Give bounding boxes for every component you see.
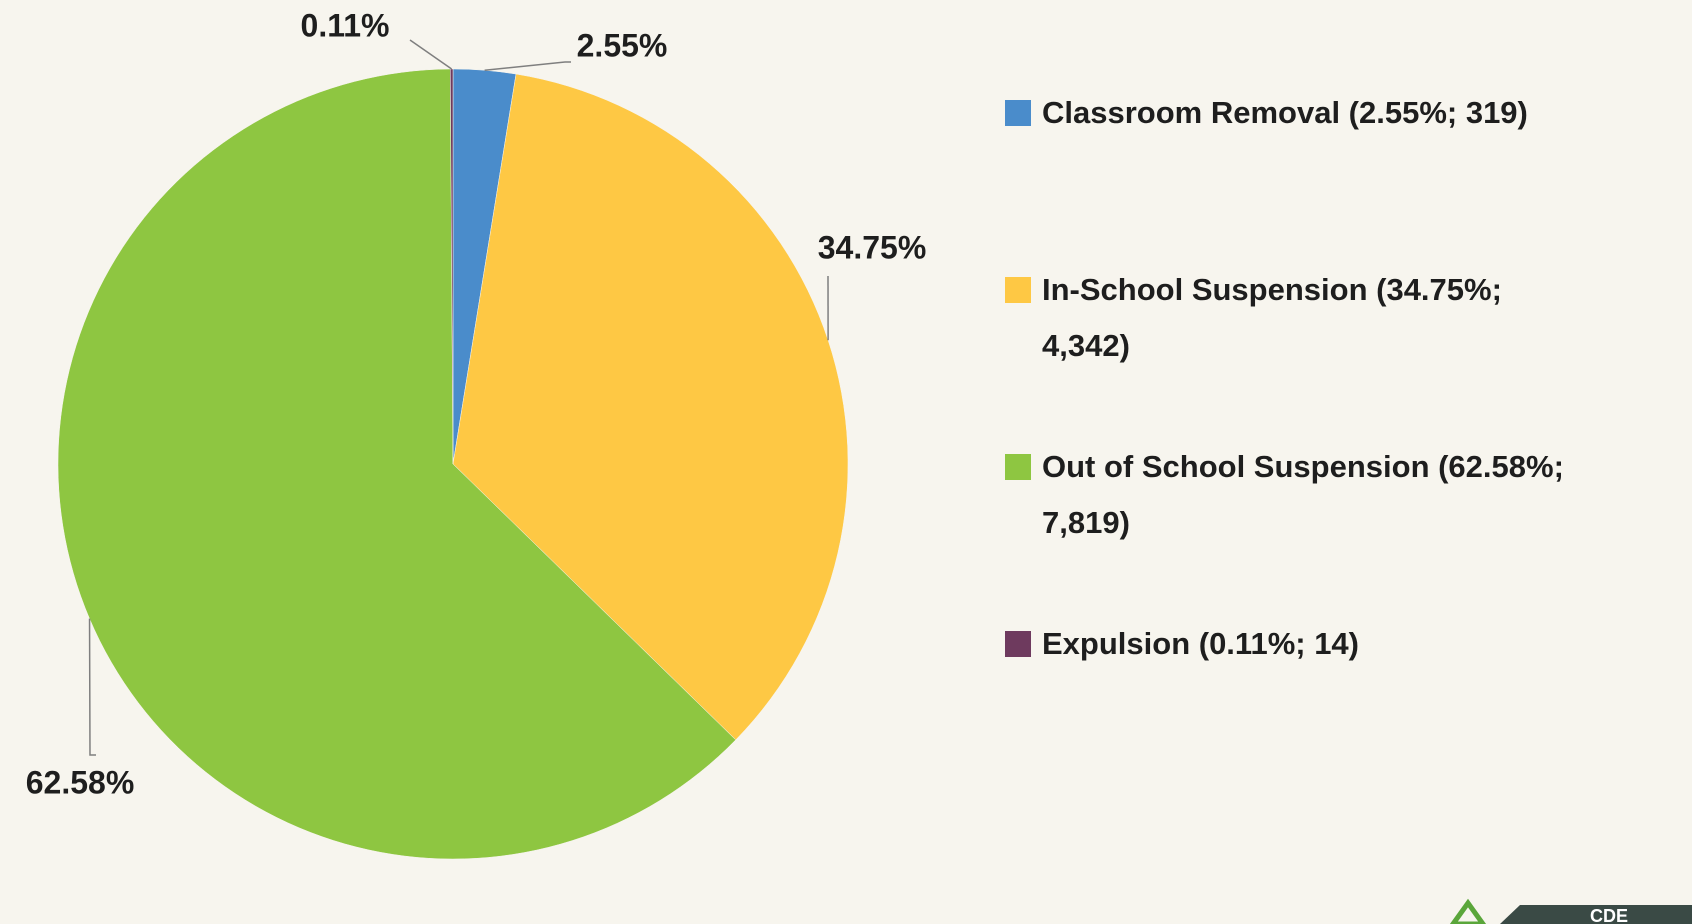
legend-label: In-School Suspension (34.75%; 4,342) bbox=[1042, 272, 1502, 363]
legend-entry: Classroom Removal (2.55%; 319) bbox=[1005, 85, 1565, 141]
logo-icon bbox=[1449, 898, 1487, 924]
legend-label: Expulsion (0.11%; 14) bbox=[1042, 626, 1359, 661]
legend-entry: In-School Suspension (34.75%; 4,342) bbox=[1005, 262, 1565, 374]
leader-line bbox=[484, 61, 571, 72]
legend-swatch bbox=[1005, 277, 1031, 303]
pie-slice bbox=[57, 68, 737, 860]
legend-label: Out of School Suspension (62.58%; 7,819) bbox=[1042, 449, 1564, 540]
data-label: 34.75% bbox=[818, 229, 927, 265]
legend-entry: Out of School Suspension (62.58%; 7,819) bbox=[1005, 439, 1565, 551]
pie-slice bbox=[450, 68, 454, 465]
legend-entry: Expulsion (0.11%; 14) bbox=[1005, 616, 1565, 672]
legend-label: Classroom Removal (2.55%; 319) bbox=[1042, 95, 1528, 130]
pie-slice bbox=[452, 73, 849, 741]
logo-shape bbox=[1500, 905, 1692, 924]
legend-swatch bbox=[1005, 631, 1031, 657]
data-label: 62.58% bbox=[26, 764, 135, 800]
data-label: 0.11% bbox=[301, 7, 390, 43]
logo-text: CDE bbox=[1590, 906, 1628, 924]
data-label: 2.55% bbox=[577, 27, 668, 63]
leader-line bbox=[409, 39, 453, 70]
leader-line bbox=[88, 618, 96, 756]
legend-swatch bbox=[1005, 100, 1031, 126]
legend-swatch bbox=[1005, 454, 1031, 480]
